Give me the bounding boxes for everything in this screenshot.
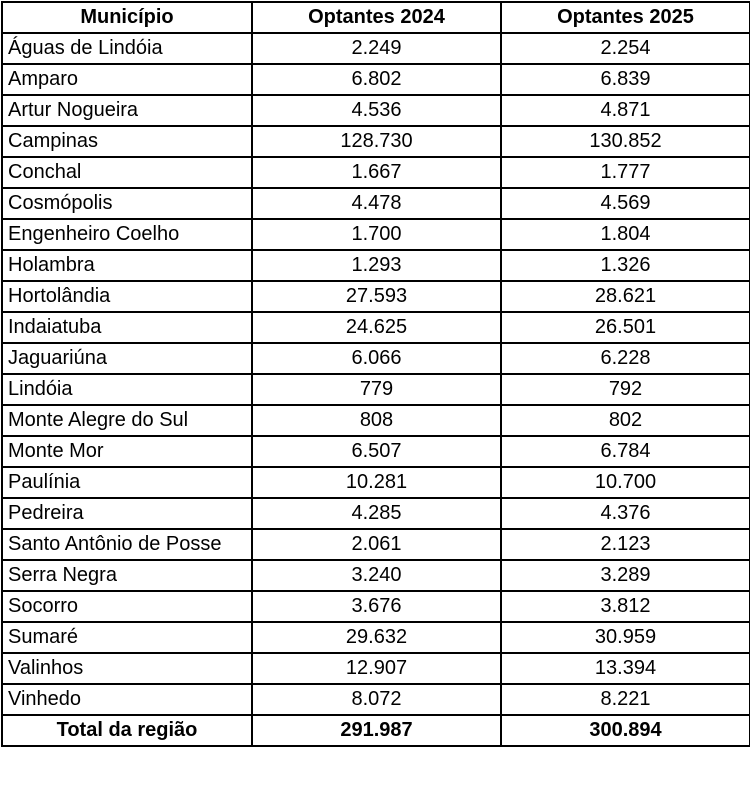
cell-optantes-2024: 2.061 bbox=[251, 528, 502, 561]
cell-municipio: Pedreira bbox=[1, 497, 253, 530]
cell-optantes-2025: 26.501 bbox=[500, 311, 750, 344]
cell-municipio: Águas de Lindóia bbox=[1, 32, 253, 65]
cell-optantes-2025: 8.221 bbox=[500, 683, 750, 716]
table-row: Águas de Lindóia 2.249 2.254 bbox=[1, 32, 750, 65]
cell-optantes-2024: 4.478 bbox=[251, 187, 502, 220]
table-row: Valinhos 12.907 13.394 bbox=[1, 652, 750, 685]
cell-optantes-2025: 6.784 bbox=[500, 435, 750, 468]
cell-municipio: Artur Nogueira bbox=[1, 94, 253, 127]
cell-optantes-2025: 28.621 bbox=[500, 280, 750, 313]
cell-optantes-2025: 3.812 bbox=[500, 590, 750, 623]
cell-municipio: Paulínia bbox=[1, 466, 253, 499]
cell-optantes-2024: 6.802 bbox=[251, 63, 502, 96]
table-row: Sumaré 29.632 30.959 bbox=[1, 621, 750, 654]
cell-municipio: Sumaré bbox=[1, 621, 253, 654]
cell-municipio: Lindóia bbox=[1, 373, 253, 406]
table-row: Serra Negra 3.240 3.289 bbox=[1, 559, 750, 592]
cell-optantes-2025: 1.326 bbox=[500, 249, 750, 282]
cell-municipio: Campinas bbox=[1, 125, 253, 158]
table-row: Holambra 1.293 1.326 bbox=[1, 249, 750, 282]
header-optantes-2025: Optantes 2025 bbox=[500, 1, 750, 34]
cell-optantes-2024: 4.536 bbox=[251, 94, 502, 127]
cell-optantes-2024: 808 bbox=[251, 404, 502, 437]
table-row: Monte Alegre do Sul 808 802 bbox=[1, 404, 750, 437]
table-row: Indaiatuba 24.625 26.501 bbox=[1, 311, 750, 344]
table-row: Campinas 128.730 130.852 bbox=[1, 125, 750, 158]
cell-optantes-2025: 1.777 bbox=[500, 156, 750, 189]
table-row: Artur Nogueira 4.536 4.871 bbox=[1, 94, 750, 127]
table-row: Amparo 6.802 6.839 bbox=[1, 63, 750, 96]
cell-municipio: Indaiatuba bbox=[1, 311, 253, 344]
cell-optantes-2025: 1.804 bbox=[500, 218, 750, 251]
total-row: Total da região 291.987 300.894 bbox=[1, 714, 750, 747]
cell-municipio: Santo Antônio de Posse bbox=[1, 528, 253, 561]
cell-optantes-2024: 4.285 bbox=[251, 497, 502, 530]
cell-optantes-2024: 779 bbox=[251, 373, 502, 406]
table-row: Paulínia 10.281 10.700 bbox=[1, 466, 750, 499]
header-optantes-2024: Optantes 2024 bbox=[251, 1, 502, 34]
cell-optantes-2025: 802 bbox=[500, 404, 750, 437]
table-row: Santo Antônio de Posse 2.061 2.123 bbox=[1, 528, 750, 561]
cell-municipio: Socorro bbox=[1, 590, 253, 623]
table-row: Vinhedo 8.072 8.221 bbox=[1, 683, 750, 716]
cell-optantes-2025: 13.394 bbox=[500, 652, 750, 685]
cell-municipio: Hortolândia bbox=[1, 280, 253, 313]
cell-municipio: Engenheiro Coelho bbox=[1, 218, 253, 251]
header-row: Município Optantes 2024 Optantes 2025 bbox=[1, 1, 750, 34]
cell-optantes-2024: 12.907 bbox=[251, 652, 502, 685]
cell-optantes-2024: 1.293 bbox=[251, 249, 502, 282]
cell-optantes-2024: 24.625 bbox=[251, 311, 502, 344]
table-row: Hortolândia 27.593 28.621 bbox=[1, 280, 750, 313]
cell-municipio: Amparo bbox=[1, 63, 253, 96]
cell-optantes-2024: 6.066 bbox=[251, 342, 502, 375]
cell-optantes-2025: 10.700 bbox=[500, 466, 750, 499]
total-label: Total da região bbox=[1, 714, 253, 747]
cell-optantes-2024: 3.240 bbox=[251, 559, 502, 592]
table-row: Cosmópolis 4.478 4.569 bbox=[1, 187, 750, 220]
cell-municipio: Jaguariúna bbox=[1, 342, 253, 375]
table-row: Pedreira 4.285 4.376 bbox=[1, 497, 750, 530]
table-row: Socorro 3.676 3.812 bbox=[1, 590, 750, 623]
cell-municipio: Cosmópolis bbox=[1, 187, 253, 220]
cell-optantes-2024: 8.072 bbox=[251, 683, 502, 716]
cell-municipio: Conchal bbox=[1, 156, 253, 189]
cell-optantes-2025: 4.569 bbox=[500, 187, 750, 220]
cell-optantes-2025: 6.839 bbox=[500, 63, 750, 96]
table-row: Conchal 1.667 1.777 bbox=[1, 156, 750, 189]
cell-optantes-2025: 4.871 bbox=[500, 94, 750, 127]
cell-optantes-2025: 130.852 bbox=[500, 125, 750, 158]
cell-optantes-2024: 3.676 bbox=[251, 590, 502, 623]
cell-optantes-2024: 2.249 bbox=[251, 32, 502, 65]
table-row: Lindóia 779 792 bbox=[1, 373, 750, 406]
table-row: Monte Mor 6.507 6.784 bbox=[1, 435, 750, 468]
optantes-table: Município Optantes 2024 Optantes 2025 Ág… bbox=[1, 1, 750, 747]
cell-optantes-2025: 30.959 bbox=[500, 621, 750, 654]
cell-optantes-2024: 6.507 bbox=[251, 435, 502, 468]
cell-municipio: Serra Negra bbox=[1, 559, 253, 592]
cell-optantes-2025: 6.228 bbox=[500, 342, 750, 375]
cell-optantes-2024: 128.730 bbox=[251, 125, 502, 158]
cell-optantes-2024: 27.593 bbox=[251, 280, 502, 313]
cell-optantes-2024: 1.700 bbox=[251, 218, 502, 251]
table-body: Águas de Lindóia 2.249 2.254 Amparo 6.802 6.8… bbox=[1, 32, 750, 716]
table-row: Engenheiro Coelho 1.700 1.804 bbox=[1, 218, 750, 251]
cell-municipio: Vinhedo bbox=[1, 683, 253, 716]
cell-municipio: Valinhos bbox=[1, 652, 253, 685]
cell-optantes-2025: 3.289 bbox=[500, 559, 750, 592]
total-optantes-2025: 300.894 bbox=[500, 714, 750, 747]
cell-optantes-2024: 10.281 bbox=[251, 466, 502, 499]
cell-municipio: Monte Mor bbox=[1, 435, 253, 468]
cell-optantes-2025: 2.123 bbox=[500, 528, 750, 561]
total-optantes-2024: 291.987 bbox=[251, 714, 502, 747]
cell-optantes-2024: 1.667 bbox=[251, 156, 502, 189]
cell-optantes-2025: 2.254 bbox=[500, 32, 750, 65]
cell-municipio: Monte Alegre do Sul bbox=[1, 404, 253, 437]
header-municipio: Município bbox=[1, 1, 253, 34]
table-row: Jaguariúna 6.066 6.228 bbox=[1, 342, 750, 375]
cell-municipio: Holambra bbox=[1, 249, 253, 282]
cell-optantes-2024: 29.632 bbox=[251, 621, 502, 654]
cell-optantes-2025: 4.376 bbox=[500, 497, 750, 530]
cell-optantes-2025: 792 bbox=[500, 373, 750, 406]
